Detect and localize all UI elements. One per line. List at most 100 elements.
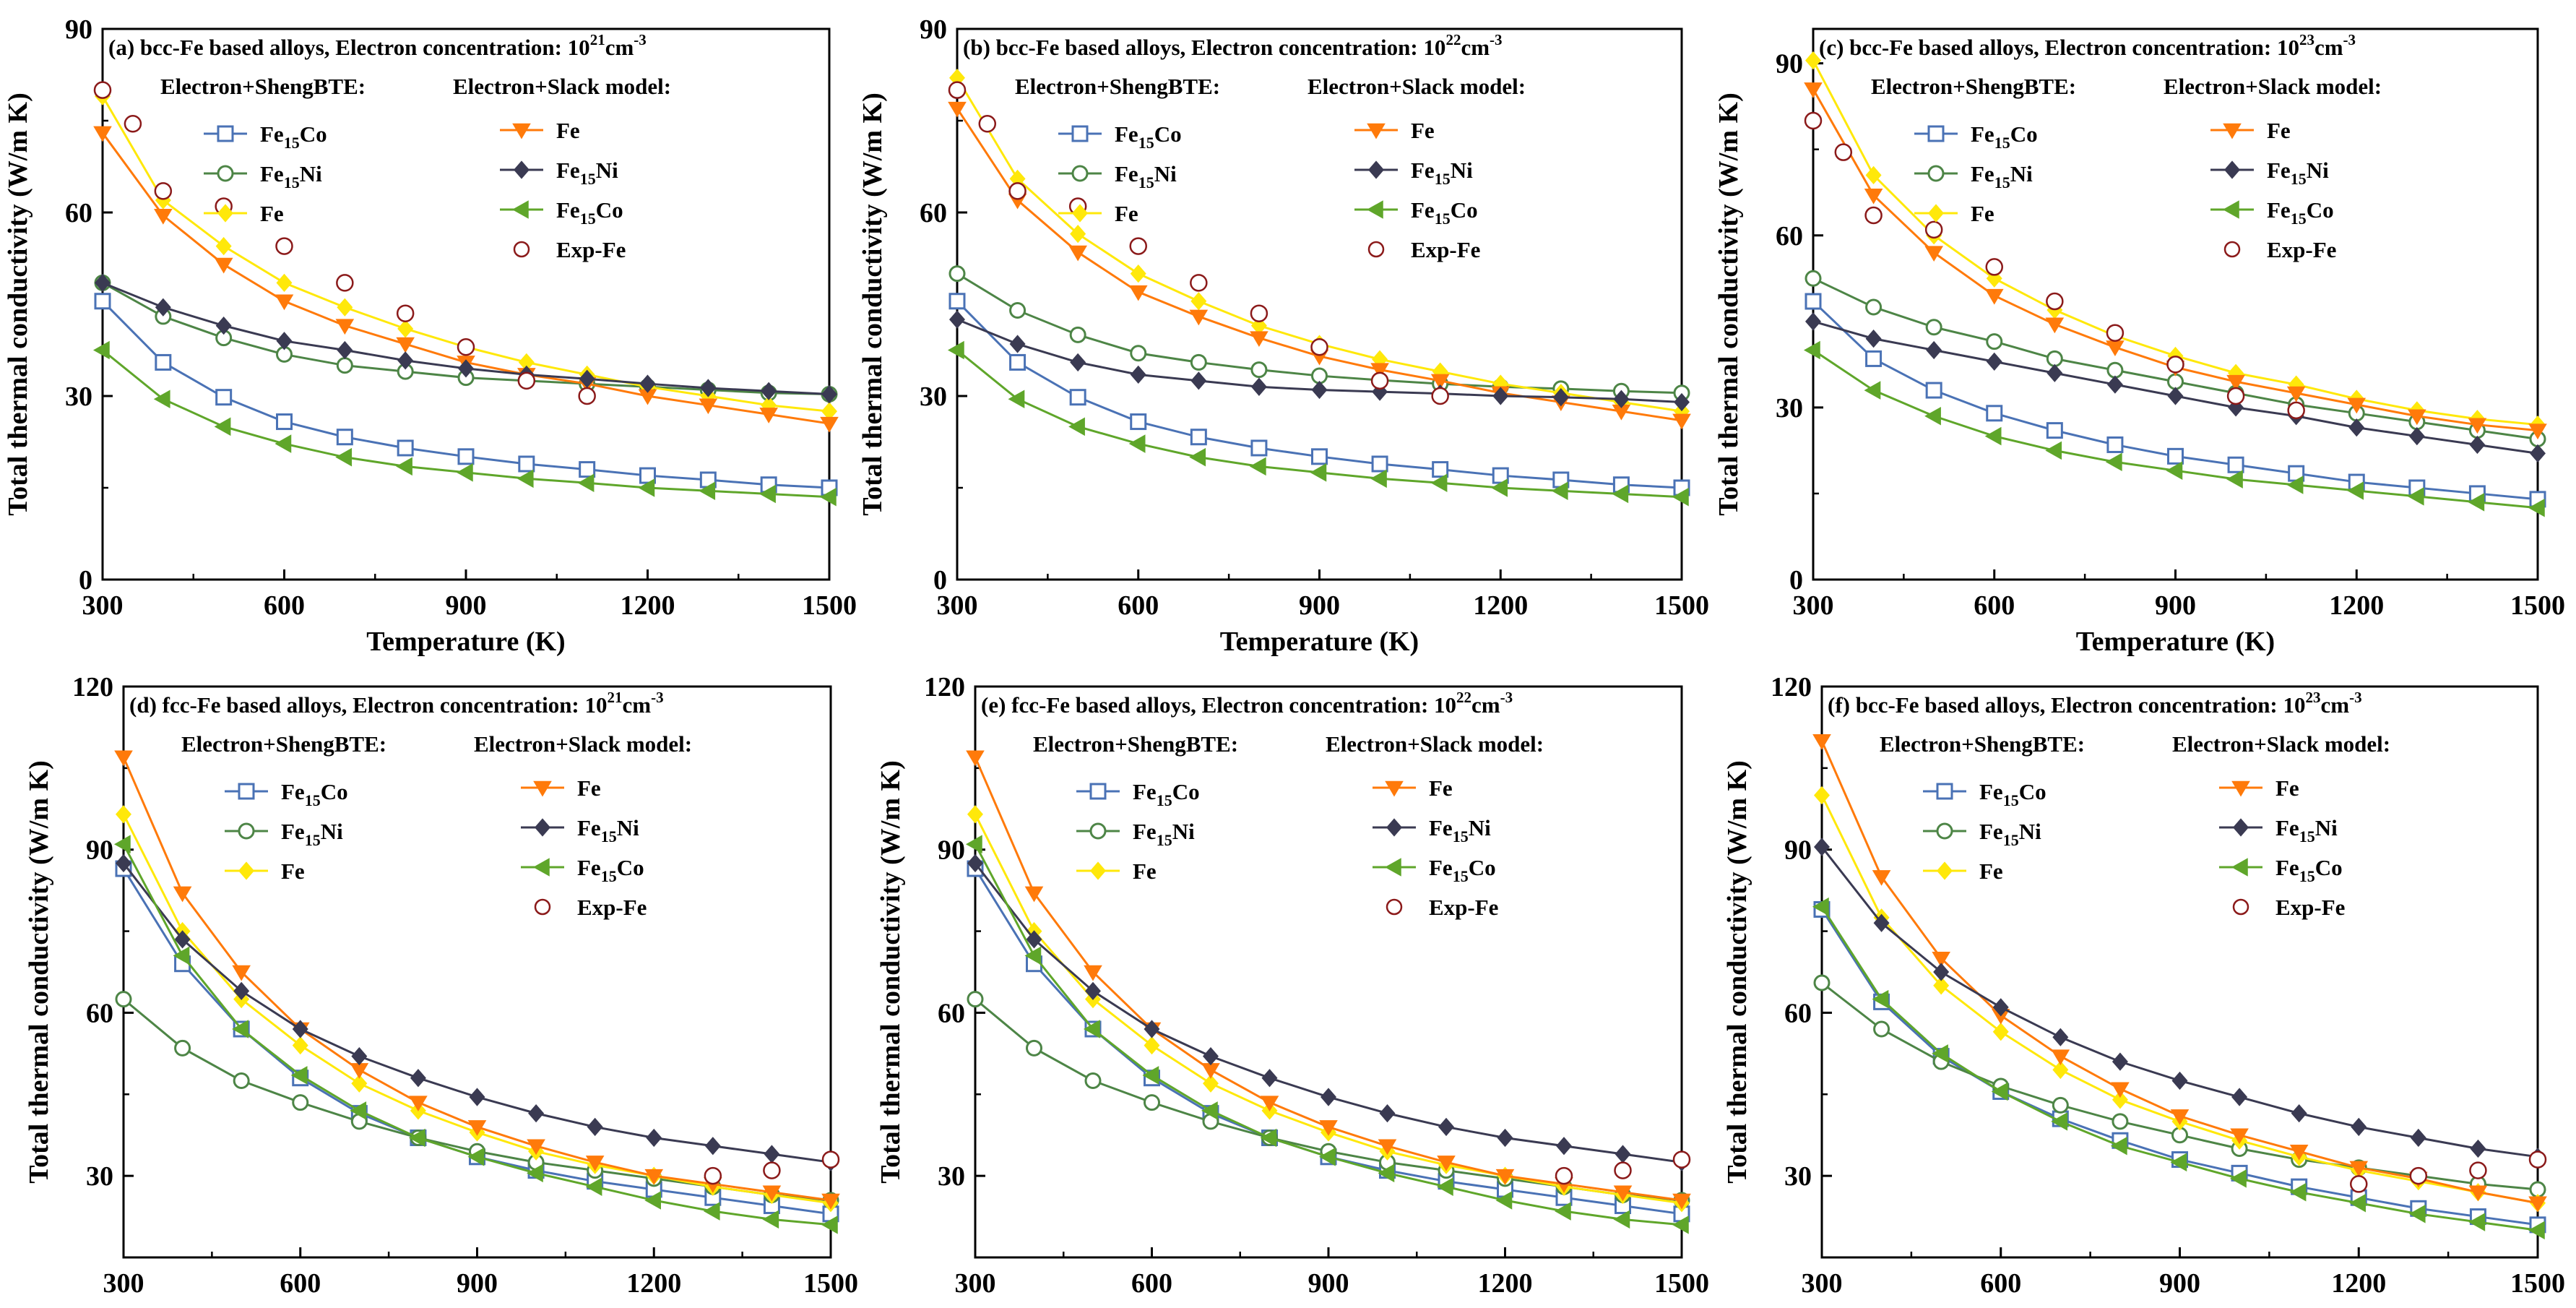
legend-label: Fe15Co [1115, 121, 1182, 152]
data-point [214, 257, 233, 274]
data-point [408, 1128, 425, 1148]
legend-marker [535, 818, 550, 837]
data-point [948, 265, 966, 283]
data-point [1873, 1020, 1890, 1038]
data-point [276, 413, 293, 431]
legend-marker [1366, 200, 1383, 219]
data-point [2167, 447, 2184, 465]
legend-label-base: Fe [1429, 855, 1453, 880]
data-point [1551, 481, 1568, 501]
y-axis-title: Total thermal conductivity (W/m K) [876, 760, 906, 1183]
legend-marker [1089, 822, 1107, 840]
data-point [2349, 1193, 2366, 1213]
panel-title: (f) bcc-Fe based alloys, Electron concen… [1828, 689, 2362, 718]
x-tick-label: 900 [457, 1268, 498, 1299]
legend-label-tail: Co [321, 779, 348, 804]
legend-label: Fe [577, 775, 601, 801]
y-tick-label: 0 [1789, 565, 1803, 595]
series-fe15co_slack [1812, 897, 2545, 1240]
y-axis-title: Total thermal conductivity (W/m K) [1713, 92, 1744, 515]
x-axis-title: Temperature (K) [1229, 1304, 1427, 1308]
legend-marker [1386, 818, 1402, 837]
legend-label-subscript: 15 [2291, 170, 2307, 188]
data-point [2106, 375, 2123, 394]
exp-point [1614, 1161, 1632, 1179]
legend-item: Exp-Fe [1386, 895, 1498, 920]
legend-item: Fe15Ni [2210, 158, 2329, 188]
y-tick-label: 120 [72, 672, 113, 702]
legend-label: Fe15Ni [577, 815, 639, 846]
data-point [409, 1096, 428, 1112]
data-point [2167, 387, 2184, 405]
legend-label-tail: Co [596, 197, 623, 223]
data-point [967, 805, 983, 824]
legend-marker [1090, 861, 1106, 880]
legend-label-base: Fe [1115, 121, 1138, 147]
data-point [335, 319, 355, 335]
legend-marker [513, 241, 530, 258]
series-exp-fe [704, 1150, 840, 1185]
data-point [215, 389, 233, 406]
legend-marker [533, 780, 552, 797]
legend-label-tail: Co [1172, 779, 1200, 804]
legend-label-subscript: 15 [601, 827, 617, 846]
legend-label-base: Exp-Fe [1429, 895, 1498, 920]
data-point [2111, 1082, 2130, 1098]
data-point [336, 429, 353, 446]
panel-title-unit: cm [623, 692, 652, 718]
legend-item: Fe15Ni [1058, 161, 1177, 192]
data-point [337, 298, 353, 317]
data-point [2231, 1088, 2248, 1106]
legend: Electron+ShengBTE: Electron+Slack model: F… [1871, 74, 2382, 262]
series-fe_sheng [949, 69, 1690, 421]
legend-label-subscript: 15 [1994, 173, 2010, 192]
data-point [233, 1072, 250, 1089]
data-point [1872, 870, 1891, 886]
exp-point [2469, 1161, 2487, 1179]
data-point [290, 1066, 308, 1085]
data-point [1984, 288, 2004, 305]
data-point [114, 750, 133, 767]
data-point [1203, 1046, 1219, 1066]
data-point [2052, 1060, 2069, 1080]
data-point [469, 1088, 485, 1106]
legend-label: Fe [260, 201, 284, 226]
data-point [153, 390, 170, 409]
data-point [2528, 1221, 2545, 1240]
legend-item: Fe15Ni [1914, 161, 2033, 192]
data-point [173, 946, 190, 965]
legend-label: Fe15Ni [1115, 161, 1177, 192]
panel-title-unit-exponent: -3 [651, 689, 664, 706]
data-point [1925, 382, 1942, 399]
legend-label-base: Fe [281, 779, 305, 804]
panel-title-main: (a) bcc-Fe based alloys, Electron concen… [108, 35, 590, 60]
data-point [155, 353, 172, 371]
data-point [1556, 1137, 1572, 1156]
legend-label-base: Fe [556, 118, 580, 143]
data-point [467, 1148, 485, 1166]
legend-marker [1367, 241, 1385, 258]
legend-label-base: Fe [2275, 815, 2299, 840]
legend: Electron+ShengBTE: Electron+Slack model: F… [160, 74, 671, 262]
x-tick-label: 1500 [803, 1268, 858, 1299]
data-point [1130, 345, 1147, 362]
data-point [1932, 951, 1950, 968]
data-point [1201, 1063, 1220, 1079]
data-point [350, 1063, 369, 1079]
data-point [2171, 1071, 2188, 1090]
data-point [1865, 329, 1882, 348]
legend-marker [2222, 200, 2239, 219]
data-point [1311, 380, 1328, 400]
data-point [1992, 998, 2009, 1017]
legend-item: Fe [2210, 118, 2291, 143]
legend-label-subscript: 15 [1138, 134, 1154, 152]
data-point [2106, 361, 2124, 379]
legend-label: Fe [2275, 775, 2299, 801]
data-point [1812, 733, 1831, 750]
legend-label-base: Fe [1979, 859, 2003, 884]
legend-label: Fe15Ni [556, 158, 618, 188]
legend-label-tail: Ni [2307, 158, 2329, 183]
series-fe15co_slack [947, 340, 1689, 507]
data-point [214, 417, 231, 436]
data-point [1805, 293, 1822, 310]
